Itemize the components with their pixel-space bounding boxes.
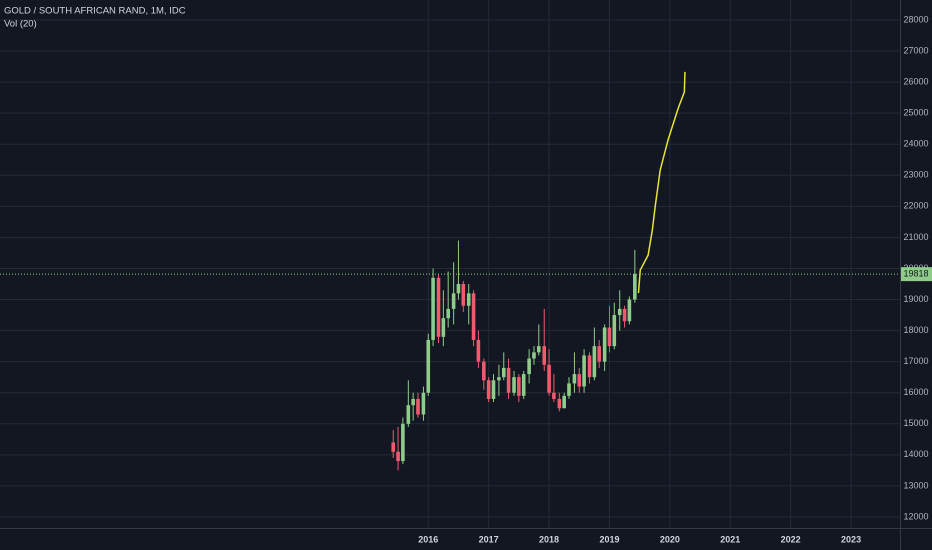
x-tick-label: 2017: [479, 534, 499, 544]
y-tick-label: 12000: [903, 511, 928, 521]
y-tick-label: 18000: [903, 325, 928, 335]
candle-body: [572, 374, 577, 384]
candle-body: [527, 358, 531, 375]
candle-body: [491, 380, 496, 399]
candle-body: [587, 355, 592, 378]
chart-title: GOLD / SOUTH AFRICAN RAND, 1M, IDC: [4, 6, 186, 17]
y-tick-label: 21000: [903, 232, 928, 242]
candle-body: [391, 442, 396, 452]
y-tick-label: 23000: [903, 170, 928, 180]
candle-body: [627, 299, 632, 322]
candle-body: [512, 377, 516, 393]
x-tick-label: 2016: [418, 534, 438, 544]
candle-body: [451, 293, 456, 309]
candle-body: [562, 395, 566, 409]
candle-body: [497, 377, 501, 381]
y-tick-label: 26000: [903, 76, 928, 86]
candle-body: [617, 308, 622, 316]
candle-body: [406, 405, 411, 424]
y-tick-label: 27000: [903, 45, 928, 55]
indicator-label: Vol (20): [4, 19, 37, 30]
y-tick-label: 25000: [903, 108, 928, 118]
candle-body: [612, 315, 617, 347]
candle-body: [517, 377, 521, 396]
candle-body: [426, 339, 431, 393]
candle-body: [476, 339, 481, 362]
x-tick-label: 2023: [841, 534, 861, 544]
candle-body: [466, 293, 471, 306]
candle-body: [542, 346, 547, 365]
candle-body: [633, 274, 637, 300]
candle-body: [602, 327, 607, 362]
candle-body: [607, 327, 612, 347]
candle-body: [396, 451, 400, 462]
y-tick-label: 22000: [903, 201, 928, 211]
candle-body: [622, 308, 627, 322]
candle-body: [567, 383, 571, 396]
candle-body: [421, 392, 426, 415]
candle-body: [461, 284, 466, 306]
candle-body: [446, 308, 450, 319]
last-price-tag: [901, 267, 932, 282]
x-tick-label: 2022: [781, 534, 801, 544]
y-tick-label: 14000: [903, 449, 928, 459]
candle-body: [431, 277, 435, 340]
candle-body: [471, 293, 476, 340]
candle-body: [506, 367, 511, 393]
candle-body: [536, 346, 541, 353]
y-tick-label: 24000: [903, 139, 928, 149]
y-tick-label: 19000: [903, 294, 928, 304]
x-tick-label: 2021: [720, 534, 740, 544]
candle-body: [416, 398, 420, 415]
candle-body: [577, 374, 582, 387]
candle-body: [582, 355, 586, 387]
y-tick-label: 15000: [903, 418, 928, 428]
candle-body: [501, 367, 506, 378]
candle-body: [597, 346, 601, 362]
y-tick-label: 17000: [903, 356, 928, 366]
x-tick-label: 2018: [539, 534, 559, 544]
y-tick-label: 13000: [903, 480, 928, 490]
candle-body: [552, 392, 556, 399]
candle-body: [592, 346, 597, 378]
candle-body: [441, 318, 446, 337]
candle-body: [482, 361, 486, 381]
candle-body: [411, 398, 415, 406]
last-price-label: 19818: [903, 269, 928, 279]
candle-body: [486, 380, 491, 399]
x-tick-label: 2020: [660, 534, 680, 544]
candle-body: [456, 284, 461, 294]
y-tick-label: 16000: [903, 387, 928, 397]
drawing-line: [637, 71, 686, 294]
x-tick-label: 2019: [599, 534, 619, 544]
candle-body: [557, 398, 562, 409]
y-tick-label: 28000: [903, 14, 928, 24]
candle-body: [401, 423, 405, 462]
candle-body: [532, 352, 536, 359]
candle-body: [521, 374, 526, 396]
candle-body: [547, 364, 551, 393]
candle-body: [436, 277, 441, 337]
